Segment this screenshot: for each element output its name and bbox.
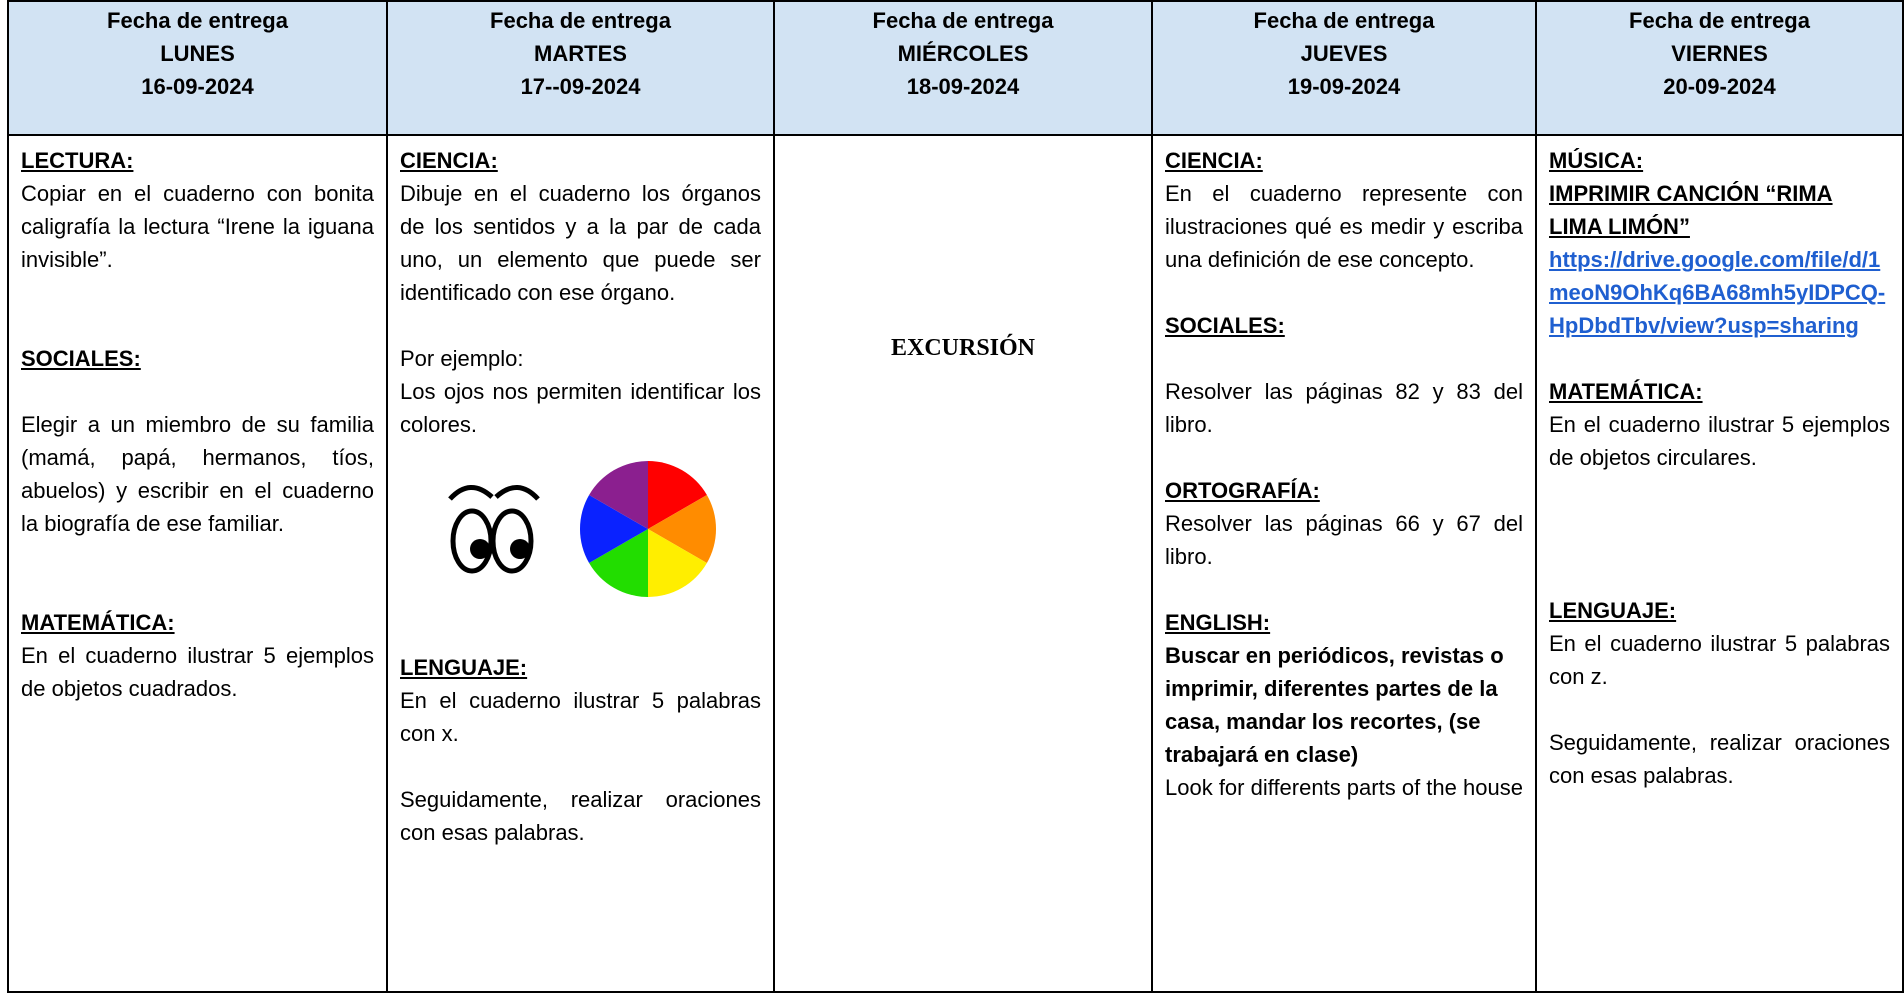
section-heading: MÚSICA: bbox=[1549, 148, 1644, 173]
section-heading: ENGLISH: bbox=[1165, 610, 1271, 635]
section-heading: ORTOGRAFÍA: bbox=[1165, 478, 1320, 503]
header-label: Fecha de entrega bbox=[1629, 8, 1810, 33]
paragraph: En el cuaderno ilustrar 5 ejemplos de ob… bbox=[1549, 412, 1890, 470]
section: CIENCIA: Dibuje en el cuaderno los órgan… bbox=[400, 144, 761, 599]
bold-text: Buscar en periódicos, revistas o imprimi… bbox=[1165, 643, 1504, 767]
body-row: LECTURA: Copiar en el cuaderno con bonit… bbox=[7, 134, 1904, 993]
header-cell: Fecha de entrega MIÉRCOLES 18-09-2024 bbox=[773, 0, 1153, 136]
section-heading: SOCIALES: bbox=[1165, 313, 1285, 338]
drive-link[interactable]: https://drive.google.com/file/d/1meoN9Oh… bbox=[1549, 247, 1886, 338]
day-cell: EXCURSIÓN bbox=[773, 134, 1153, 993]
day-cell: CIENCIA: En el cuaderno represente con i… bbox=[1151, 134, 1537, 993]
paragraph: Los ojos nos permiten identificar los co… bbox=[400, 379, 761, 437]
illustration bbox=[448, 461, 717, 597]
paragraph: Look for differents parts of the house bbox=[1165, 775, 1523, 800]
paragraph: En el cuaderno represente con ilustracio… bbox=[1165, 181, 1523, 272]
header-cell: Fecha de entrega JUEVES 19-09-2024 bbox=[1151, 0, 1537, 136]
day-cell: MÚSICA: IMPRIMIR CANCIÓN “RIMA LIMA LIMÓ… bbox=[1535, 134, 1904, 993]
paragraph: Por ejemplo: bbox=[400, 346, 524, 371]
subheading: IMPRIMIR CANCIÓN “RIMA LIMA LIMÓN” bbox=[1549, 181, 1833, 239]
paragraph: Seguidamente, realizar oraciones con esa… bbox=[400, 787, 761, 845]
section: LENGUAJE: En el cuaderno ilustrar 5 pala… bbox=[1549, 594, 1890, 792]
paragraph: En el cuaderno ilustrar 5 palabras con x… bbox=[400, 688, 761, 746]
section: CIENCIA: En el cuaderno represente con i… bbox=[1165, 144, 1523, 276]
section-heading: CIENCIA: bbox=[400, 148, 498, 173]
header-day: LUNES bbox=[160, 41, 235, 66]
header-label: Fecha de entrega bbox=[1253, 8, 1435, 33]
section: SOCIALES: Resolver las páginas 82 y 83 d… bbox=[1165, 309, 1523, 441]
header-row: Fecha de entrega LUNES 16-09-2024 Fecha de… bbox=[7, 0, 1904, 136]
header-date: 19-09-2024 bbox=[1287, 74, 1401, 99]
paragraph: Resolver las páginas 82 y 83 del libro. bbox=[1165, 379, 1523, 437]
day-cell: CIENCIA: Dibuje en el cuaderno los órgan… bbox=[386, 134, 775, 993]
section: MATEMÁTICA: En el cuaderno ilustrar 5 ej… bbox=[21, 606, 374, 705]
excursion-label: EXCURSIÓN bbox=[890, 335, 1036, 361]
section-heading: MATEMÁTICA: bbox=[21, 610, 175, 635]
section-heading: LENGUAJE: bbox=[400, 655, 528, 680]
section-heading: CIENCIA: bbox=[1165, 148, 1263, 173]
color-wheel bbox=[579, 461, 717, 597]
paragraph: Copiar en el cuaderno con bonita caligra… bbox=[21, 181, 374, 272]
header-day: JUEVES bbox=[1300, 41, 1388, 66]
schedule-table: Fecha de entrega LUNES 16-09-2024 Fecha de… bbox=[7, 0, 1904, 993]
section-heading: MATEMÁTICA: bbox=[1549, 379, 1703, 404]
header-label: Fecha de entrega bbox=[490, 8, 671, 33]
paragraph: En el cuaderno ilustrar 5 palabras con z… bbox=[1549, 631, 1890, 689]
eyes-icon bbox=[448, 485, 540, 574]
header-date: 17--09-2024 bbox=[520, 74, 641, 99]
section: ORTOGRAFÍA: Resolver las páginas 66 y 67… bbox=[1165, 474, 1523, 573]
header-cell: Fecha de entrega VIERNES 20-09-2024 bbox=[1535, 0, 1904, 136]
section: ENGLISH: Buscar en periódicos, revistas … bbox=[1165, 606, 1523, 804]
header-day: MARTES bbox=[534, 41, 627, 66]
section: MÚSICA: IMPRIMIR CANCIÓN “RIMA LIMA LIMÓ… bbox=[1549, 144, 1890, 342]
header-label: Fecha de entrega bbox=[107, 8, 288, 33]
paragraph: Seguidamente, realizar oraciones con esa… bbox=[1549, 730, 1890, 788]
section: MATEMÁTICA: En el cuaderno ilustrar 5 ej… bbox=[1549, 375, 1890, 474]
header-day: VIERNES bbox=[1671, 41, 1768, 66]
header-label: Fecha de entrega bbox=[872, 8, 1054, 33]
header-date: 18-09-2024 bbox=[906, 74, 1020, 99]
section-heading: LENGUAJE: bbox=[1549, 598, 1677, 623]
paragraph: Resolver las páginas 66 y 67 del libro. bbox=[1165, 511, 1523, 569]
paragraph: Elegir a un miembro de su familia (mamá,… bbox=[21, 412, 374, 536]
header-date: 20-09-2024 bbox=[1663, 74, 1776, 99]
paragraph: Dibuje en el cuaderno los órganos de los… bbox=[400, 181, 761, 305]
section-heading: LECTURA: bbox=[21, 148, 134, 173]
section-heading: SOCIALES: bbox=[21, 346, 141, 371]
header-date: 16-09-2024 bbox=[141, 74, 254, 99]
paragraph: En el cuaderno ilustrar 5 ejemplos de ob… bbox=[21, 643, 374, 701]
header-cell: Fecha de entrega MARTES 17--09-2024 bbox=[386, 0, 775, 136]
header-cell: Fecha de entrega LUNES 16-09-2024 bbox=[7, 0, 388, 136]
day-cell: LECTURA: Copiar en el cuaderno con bonit… bbox=[7, 134, 388, 993]
header-day: MIÉRCOLES bbox=[897, 41, 1029, 66]
section: SOCIALES: Elegir a un miembro de su fami… bbox=[21, 342, 374, 540]
section: LECTURA: Copiar en el cuaderno con bonit… bbox=[21, 144, 374, 276]
section: LENGUAJE: En el cuaderno ilustrar 5 pala… bbox=[400, 651, 761, 849]
